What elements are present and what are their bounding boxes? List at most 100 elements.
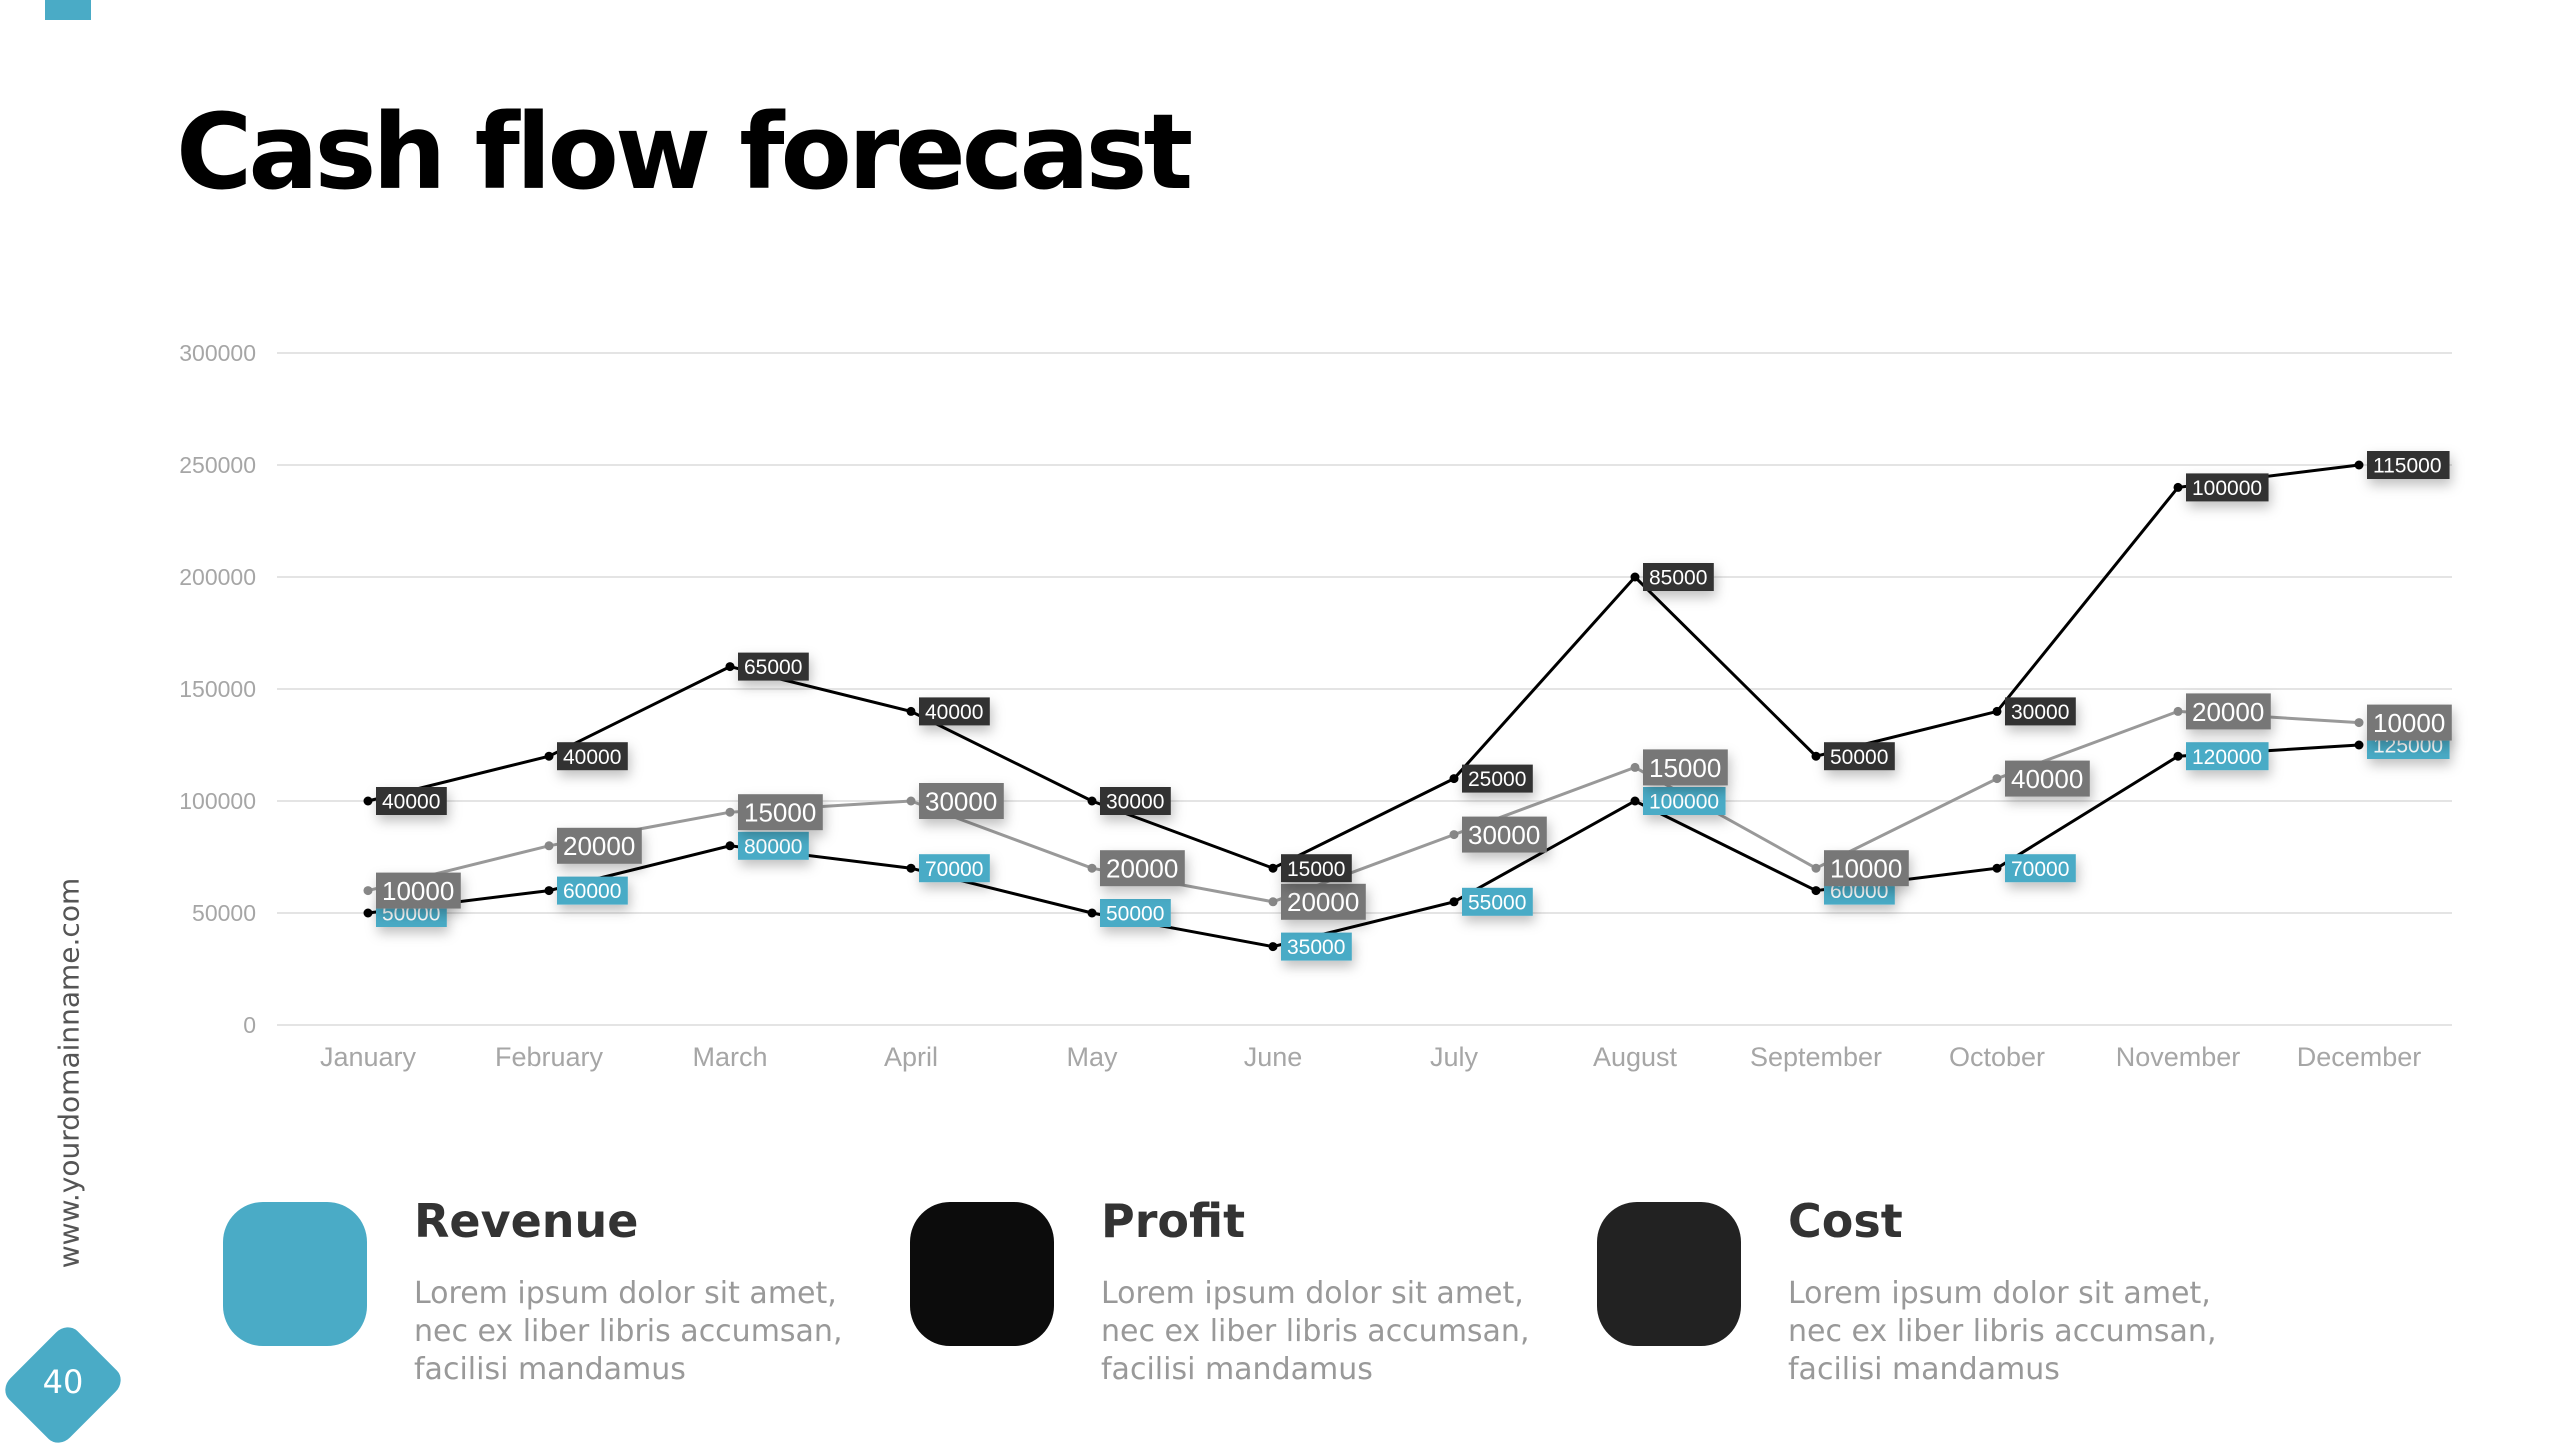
data-point <box>544 841 554 851</box>
legend-text: Lorem ipsum dolor sit amet, nec ex liber… <box>414 1276 843 1387</box>
x-tick-label: October <box>1949 1042 2045 1072</box>
data-label-box <box>919 697 990 726</box>
data-label-box <box>2005 854 2076 883</box>
data-label-box <box>1462 764 1533 793</box>
data-label: 20000 <box>563 831 635 861</box>
data-point <box>1268 863 1278 873</box>
data-label: 100000 <box>2192 477 2262 500</box>
x-tick-label: August <box>1593 1042 1678 1072</box>
legend-title: Revenue <box>414 1194 639 1248</box>
data-label-box <box>738 652 809 681</box>
data-label-box <box>2005 697 2076 726</box>
data-label-box <box>1100 850 1185 887</box>
data-point <box>1630 762 1640 772</box>
data-label-box <box>2186 693 2271 730</box>
data-point <box>544 751 554 761</box>
x-tick-label: March <box>692 1042 767 1072</box>
data-label-box <box>2367 451 2450 479</box>
legend-swatch-revenue <box>223 1202 367 1346</box>
data-label-box <box>1824 850 1909 887</box>
data-label: 40000 <box>382 791 440 814</box>
data-point <box>1268 897 1278 907</box>
data-label-box <box>2005 760 2090 797</box>
data-label: 20000 <box>1287 887 1359 917</box>
data-point <box>1992 706 2002 716</box>
legend-title: Profit <box>1101 1194 1246 1248</box>
data-point <box>1087 796 1097 806</box>
data-point <box>1449 830 1459 840</box>
data-point <box>1811 886 1821 896</box>
data-label-box <box>1281 854 1352 883</box>
data-label: 40000 <box>2011 764 2083 794</box>
data-label: 10000 <box>2373 708 2445 738</box>
data-label-box <box>1462 887 1533 916</box>
data-label: 55000 <box>1468 891 1526 914</box>
data-label-box <box>376 787 447 815</box>
data-point <box>725 662 735 672</box>
data-label-box <box>1281 932 1352 961</box>
data-label: 15000 <box>1287 858 1345 881</box>
x-tick-label: November <box>2116 1042 2241 1072</box>
data-point <box>363 886 373 896</box>
data-label: 15000 <box>744 798 816 828</box>
data-label: 25000 <box>1468 768 1526 791</box>
data-label: 80000 <box>744 835 802 858</box>
data-point <box>2354 718 2364 728</box>
data-label-box <box>1643 563 1714 591</box>
data-label-box <box>557 827 642 864</box>
data-point <box>1811 751 1821 761</box>
data-point <box>906 706 916 716</box>
data-point <box>1449 774 1459 784</box>
top-accent-bar <box>45 0 91 20</box>
x-tick-label: December <box>2297 1042 2422 1072</box>
data-label: 115000 <box>2373 455 2442 478</box>
legend-title: Cost <box>1788 1194 1903 1248</box>
data-label-box <box>1100 787 1171 815</box>
y-tick-label: 150000 <box>179 676 256 702</box>
data-label: 20000 <box>1106 854 1178 884</box>
x-tick-label: July <box>1430 1042 1479 1072</box>
data-point <box>725 807 735 817</box>
legend-text: Lorem ipsum dolor sit amet, nec ex liber… <box>1788 1276 2217 1387</box>
data-point <box>1268 942 1278 952</box>
data-point <box>1087 908 1097 918</box>
data-label: 50000 <box>1830 746 1888 769</box>
data-point <box>1992 774 2002 784</box>
data-label: 40000 <box>925 701 983 724</box>
series-line-cost <box>367 463 2360 870</box>
data-label-box <box>2186 473 2269 502</box>
data-label: 120000 <box>2192 746 2262 769</box>
data-point <box>2354 460 2364 470</box>
data-label-box <box>1824 742 1895 771</box>
x-tick-label: February <box>495 1042 604 1072</box>
y-tick-label: 50000 <box>192 900 256 926</box>
data-point <box>2173 482 2183 492</box>
data-point <box>1630 572 1640 582</box>
data-label: 60000 <box>563 880 621 903</box>
data-label: 10000 <box>1830 854 1902 884</box>
legend-text: Lorem ipsum dolor sit amet, nec ex liber… <box>1101 1276 1530 1387</box>
x-tick-label: June <box>1244 1042 1303 1072</box>
data-label: 20000 <box>2192 697 2264 727</box>
y-tick-label: 250000 <box>179 452 256 478</box>
data-label-box <box>1643 749 1728 786</box>
data-label-box <box>557 876 628 905</box>
data-label-box <box>557 742 628 771</box>
data-label-box <box>919 783 1004 819</box>
x-tick-label: April <box>884 1042 938 1072</box>
data-point <box>2173 751 2183 761</box>
data-point <box>363 796 373 806</box>
side-url: www.yourdomainname.com <box>52 877 86 1269</box>
data-point <box>906 863 916 873</box>
data-label: 30000 <box>925 786 997 816</box>
legend-swatch-cost <box>1597 1202 1741 1346</box>
data-label-box <box>1281 883 1366 920</box>
data-point <box>2354 740 2364 750</box>
data-label-box <box>1100 899 1171 927</box>
data-label-box <box>738 794 823 831</box>
data-label: 10000 <box>382 876 454 906</box>
page-title: Cash flow forecast <box>176 91 1193 213</box>
series-line-revenue <box>367 743 2360 949</box>
y-tick-label: 300000 <box>179 340 256 366</box>
data-label: 35000 <box>1287 936 1345 959</box>
